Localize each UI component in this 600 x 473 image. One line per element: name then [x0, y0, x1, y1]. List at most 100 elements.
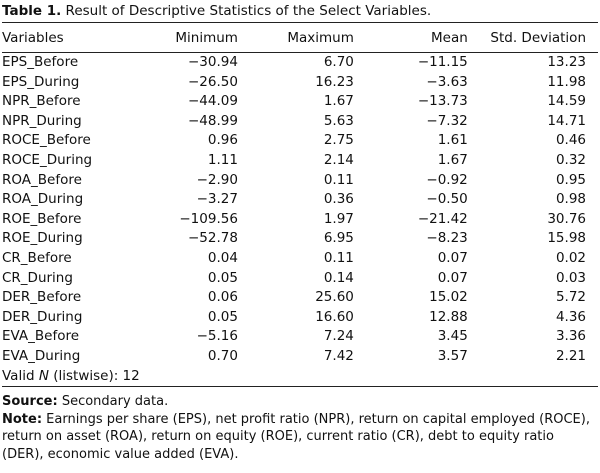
- table-row: ROCE_During 1.11 2.14 1.67 0.32: [2, 151, 598, 171]
- header-row: Variables Minimum Maximum Mean Std. Devi…: [2, 23, 598, 53]
- cell-mean: −21.42: [417, 210, 468, 227]
- cell-minimum: 0.05: [207, 308, 238, 325]
- cell-variable: DER_Before: [2, 289, 82, 306]
- cell-mean: 0.07: [437, 249, 468, 266]
- table-caption-text: Result of Descriptive Statistics of the …: [65, 3, 432, 19]
- source-text: Secondary data.: [57, 394, 169, 410]
- table-row: NPR_Before −44.09 1.67 −13.73 14.59: [2, 92, 598, 112]
- cell-minimum: −2.90: [196, 171, 238, 188]
- top-rule: [2, 22, 598, 23]
- cell-maximum: 6.70: [323, 54, 354, 70]
- cell-mean: 1.61: [437, 132, 468, 149]
- valid-n-suffix: (listwise): 12: [48, 367, 140, 384]
- cell-mean: −3.63: [426, 73, 468, 90]
- cell-variable: EVA_During: [2, 347, 81, 364]
- cell-minimum: −48.99: [187, 112, 238, 129]
- cell-std-deviation: 0.32: [555, 151, 586, 168]
- table-row: EVA_During 0.70 7.42 3.57 2.21: [2, 347, 598, 367]
- note-label: Note:: [2, 411, 43, 427]
- cell-mean: −0.92: [426, 171, 468, 188]
- table-row: CR_Before 0.04 0.11 0.07 0.02: [2, 249, 598, 269]
- column-header-mean: Mean: [430, 29, 468, 46]
- cell-minimum: −44.09: [187, 93, 238, 110]
- cell-mean: 0.07: [437, 269, 468, 286]
- cell-variable: EPS_Before: [2, 54, 79, 70]
- cell-minimum: 0.96: [207, 132, 238, 149]
- cell-std-deviation: 11.98: [547, 73, 586, 90]
- column-header-std-deviation: Std. Deviation: [490, 29, 586, 46]
- table-caption-label: Table 1.: [2, 3, 62, 19]
- table-row: ROE_During −52.78 6.95 −8.23 15.98: [2, 229, 598, 249]
- table-row: EPS_Before −30.94 6.70 −11.15 13.23: [2, 53, 598, 73]
- column-header-maximum: Maximum: [287, 29, 354, 46]
- cell-mean: 1.67: [437, 151, 468, 168]
- table-row: EPS_During −26.50 16.23 −3.63 11.98: [2, 73, 598, 93]
- cell-variable: DER_During: [2, 308, 83, 325]
- cell-maximum: 2.14: [323, 151, 354, 168]
- cell-maximum: 0.36: [323, 191, 354, 208]
- cell-std-deviation: 0.02: [555, 249, 586, 266]
- table-row: DER_During 0.05 16.60 12.88 4.36: [2, 308, 598, 328]
- cell-maximum: 2.75: [323, 132, 354, 149]
- cell-std-deviation: 0.46: [555, 132, 586, 149]
- cell-std-deviation: 5.72: [555, 289, 586, 306]
- cell-mean: −13.73: [417, 93, 468, 110]
- table-body: EPS_Before −30.94 6.70 −11.15 13.23 EPS_Durin…: [2, 53, 598, 388]
- cell-variable: ROCE_Before: [2, 132, 91, 149]
- cell-mean: −8.23: [426, 230, 468, 247]
- cell-maximum: 1.67: [323, 93, 354, 110]
- table-row: NPR_During −48.99 5.63 −7.32 14.71: [2, 112, 598, 132]
- table-row: ROA_Before −2.90 0.11 −0.92 0.95: [2, 171, 598, 191]
- table-caption: Table 1. Result of Descriptive Statistic…: [0, 0, 600, 22]
- cell-std-deviation: 15.98: [547, 230, 586, 247]
- cell-variable: NPR_Before: [2, 93, 81, 110]
- cell-maximum: 0.11: [323, 171, 354, 188]
- cell-std-deviation: 0.03: [555, 269, 586, 286]
- cell-minimum: −30.94: [187, 54, 238, 70]
- cell-variable: NPR_During: [2, 112, 82, 129]
- cell-minimum: −26.50: [187, 73, 238, 90]
- cell-maximum: 6.95: [323, 230, 354, 247]
- cell-mean: 3.57: [437, 347, 468, 364]
- cell-variable: CR_Before: [2, 249, 72, 266]
- cell-std-deviation: 3.36: [555, 328, 586, 345]
- valid-n-prefix: Valid: [2, 367, 39, 384]
- table-row: ROE_Before −109.56 1.97 −21.42 30.76: [2, 210, 598, 230]
- cell-maximum: 1.97: [323, 210, 354, 227]
- note-line: Note: Earnings per share (EPS), net prof…: [2, 411, 598, 464]
- cell-maximum: 5.63: [323, 112, 354, 129]
- source-label: Source:: [2, 394, 58, 410]
- cell-minimum: −109.56: [179, 210, 238, 227]
- cell-minimum: 1.11: [207, 151, 238, 168]
- document: Table 1. Result of Descriptive Statistic…: [0, 0, 600, 463]
- cell-maximum: 7.42: [323, 347, 354, 364]
- cell-minimum: −5.16: [196, 328, 238, 345]
- cell-std-deviation: 30.76: [547, 210, 586, 227]
- cell-mean: 3.45: [437, 328, 468, 345]
- cell-minimum: 0.05: [207, 269, 238, 286]
- cell-variable: ROCE_During: [2, 151, 93, 168]
- cell-variable: CR_During: [2, 269, 73, 286]
- cell-variable: ROE_During: [2, 230, 83, 247]
- cell-mean: −7.32: [426, 112, 468, 129]
- cell-minimum: −3.27: [196, 191, 238, 208]
- table-row: EVA_Before −5.16 7.24 3.45 3.36: [2, 327, 598, 347]
- table-row: ROA_During −3.27 0.36 −0.50 0.98: [2, 190, 598, 210]
- table-notes: Source: Secondary data. Note: Earnings p…: [2, 393, 598, 463]
- cell-mean: −11.15: [417, 54, 468, 70]
- cell-mean: 15.02: [429, 289, 468, 306]
- cell-std-deviation: 0.95: [555, 171, 586, 188]
- cell-maximum: 25.60: [315, 289, 354, 306]
- cell-maximum: 16.60: [315, 308, 354, 325]
- table-row: ROCE_Before 0.96 2.75 1.61 0.46: [2, 131, 598, 151]
- cell-minimum: 0.04: [207, 249, 238, 266]
- column-header-variables: Variables: [2, 29, 64, 46]
- table-row: DER_Before 0.06 25.60 15.02 5.72: [2, 288, 598, 308]
- cell-variable: ROA_Before: [2, 171, 82, 188]
- cell-std-deviation: 2.21: [555, 347, 586, 364]
- cell-std-deviation: 13.23: [547, 54, 586, 70]
- cell-maximum: 16.23: [315, 73, 354, 90]
- valid-n-cell: Valid N (listwise): 12: [2, 366, 598, 388]
- cell-variable: EVA_Before: [2, 328, 80, 345]
- cell-variable: ROE_Before: [2, 210, 82, 227]
